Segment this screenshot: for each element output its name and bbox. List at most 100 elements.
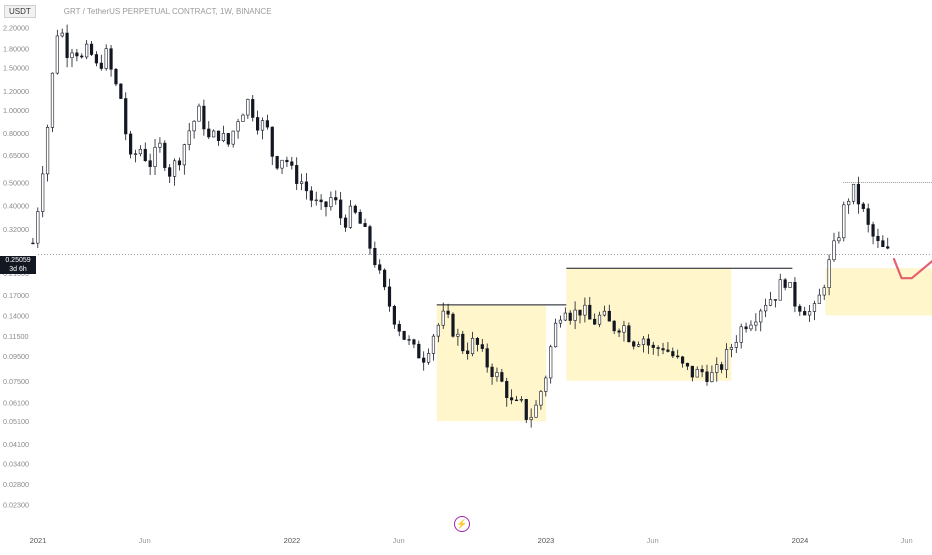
candle xyxy=(348,200,353,229)
candle-body xyxy=(524,399,528,420)
chart-header: USDT GRT / TetherUS PERPETUAL CONTRACT, … xyxy=(0,3,272,19)
candle-body xyxy=(80,55,84,58)
zone-box-2 xyxy=(566,268,732,381)
candle xyxy=(109,44,113,77)
candle-body xyxy=(793,281,797,307)
y-tick-label: 0.02800 xyxy=(3,480,29,489)
candle xyxy=(495,367,499,382)
y-tick-label: 0.06100 xyxy=(3,398,29,407)
candle xyxy=(392,304,396,329)
candle-body xyxy=(75,52,79,57)
candle-body xyxy=(734,342,738,348)
candle xyxy=(744,322,748,333)
candle-body xyxy=(280,159,284,169)
candle-body xyxy=(578,309,582,316)
candle-body xyxy=(764,304,768,312)
candle xyxy=(646,334,650,354)
candle-body xyxy=(847,200,851,206)
candle xyxy=(373,241,377,268)
candle-body xyxy=(265,120,269,128)
candle xyxy=(563,307,567,322)
candle xyxy=(837,231,841,244)
candle-body xyxy=(617,330,621,333)
candle xyxy=(295,157,299,191)
x-tick-label: Jun xyxy=(139,536,151,545)
candle xyxy=(299,173,304,191)
candle xyxy=(168,163,172,183)
candle xyxy=(280,159,284,174)
candle-body xyxy=(207,128,211,138)
candle-body xyxy=(65,32,69,58)
candle xyxy=(378,259,382,274)
candle-body xyxy=(358,212,362,224)
candle-body xyxy=(177,160,182,166)
candle-body xyxy=(627,325,631,343)
candle xyxy=(768,291,773,307)
candle xyxy=(856,176,861,214)
candle-body xyxy=(202,105,206,130)
y-tick-label: 0.04100 xyxy=(3,440,29,449)
lightning-icon[interactable]: ⚡ xyxy=(454,516,470,532)
candle-body xyxy=(143,148,147,162)
bar-countdown: 3d 6h xyxy=(9,266,27,273)
candle-body xyxy=(544,377,548,392)
candle xyxy=(446,303,450,319)
candle-body xyxy=(451,313,455,337)
candle-body xyxy=(754,321,758,326)
candle xyxy=(514,395,519,402)
candle xyxy=(456,328,460,346)
candle xyxy=(637,341,641,348)
candle xyxy=(461,330,465,354)
candle-body xyxy=(441,310,445,326)
candle xyxy=(329,191,333,211)
candle-body xyxy=(744,326,748,330)
candle-body xyxy=(607,310,611,322)
candle-body xyxy=(373,248,377,266)
candle xyxy=(793,277,797,313)
candle-body xyxy=(490,366,494,378)
candle xyxy=(216,130,221,146)
candle xyxy=(129,130,133,159)
candle-body xyxy=(446,310,450,315)
y-tick-label: 1.00000 xyxy=(3,106,29,115)
candle-body xyxy=(226,133,230,145)
candle xyxy=(80,53,84,59)
candle-body xyxy=(505,381,509,398)
candle xyxy=(866,203,870,233)
candle xyxy=(36,207,40,249)
candle xyxy=(622,320,626,342)
candle xyxy=(124,92,128,141)
candle-body xyxy=(55,35,59,74)
candle-body xyxy=(749,324,753,330)
y-tick-label: 0.09500 xyxy=(3,352,29,361)
candle-body xyxy=(60,32,64,37)
candle-body xyxy=(304,181,309,192)
candle-body xyxy=(466,350,470,354)
candle-body xyxy=(886,246,890,249)
candle-body xyxy=(99,62,103,69)
candle xyxy=(724,343,729,379)
candle xyxy=(812,300,817,321)
candle xyxy=(847,198,851,214)
candle-body xyxy=(241,114,245,122)
candle xyxy=(778,273,782,301)
candle xyxy=(851,183,856,205)
candle-body xyxy=(798,305,802,312)
candle xyxy=(788,281,792,288)
candle-body xyxy=(866,208,870,225)
candle xyxy=(822,284,826,300)
current-price-tag: 0.25059 3d 6h xyxy=(0,256,36,274)
candle xyxy=(602,305,607,317)
candle-body xyxy=(817,294,821,304)
candle xyxy=(886,237,890,250)
symbol-badge[interactable]: USDT xyxy=(4,4,36,18)
candle xyxy=(817,288,821,304)
candle xyxy=(324,201,328,217)
candle xyxy=(666,342,670,353)
candle xyxy=(685,362,690,370)
y-tick-label: 0.11500 xyxy=(3,332,28,341)
candle-body xyxy=(246,99,250,116)
candle-body xyxy=(45,127,50,175)
